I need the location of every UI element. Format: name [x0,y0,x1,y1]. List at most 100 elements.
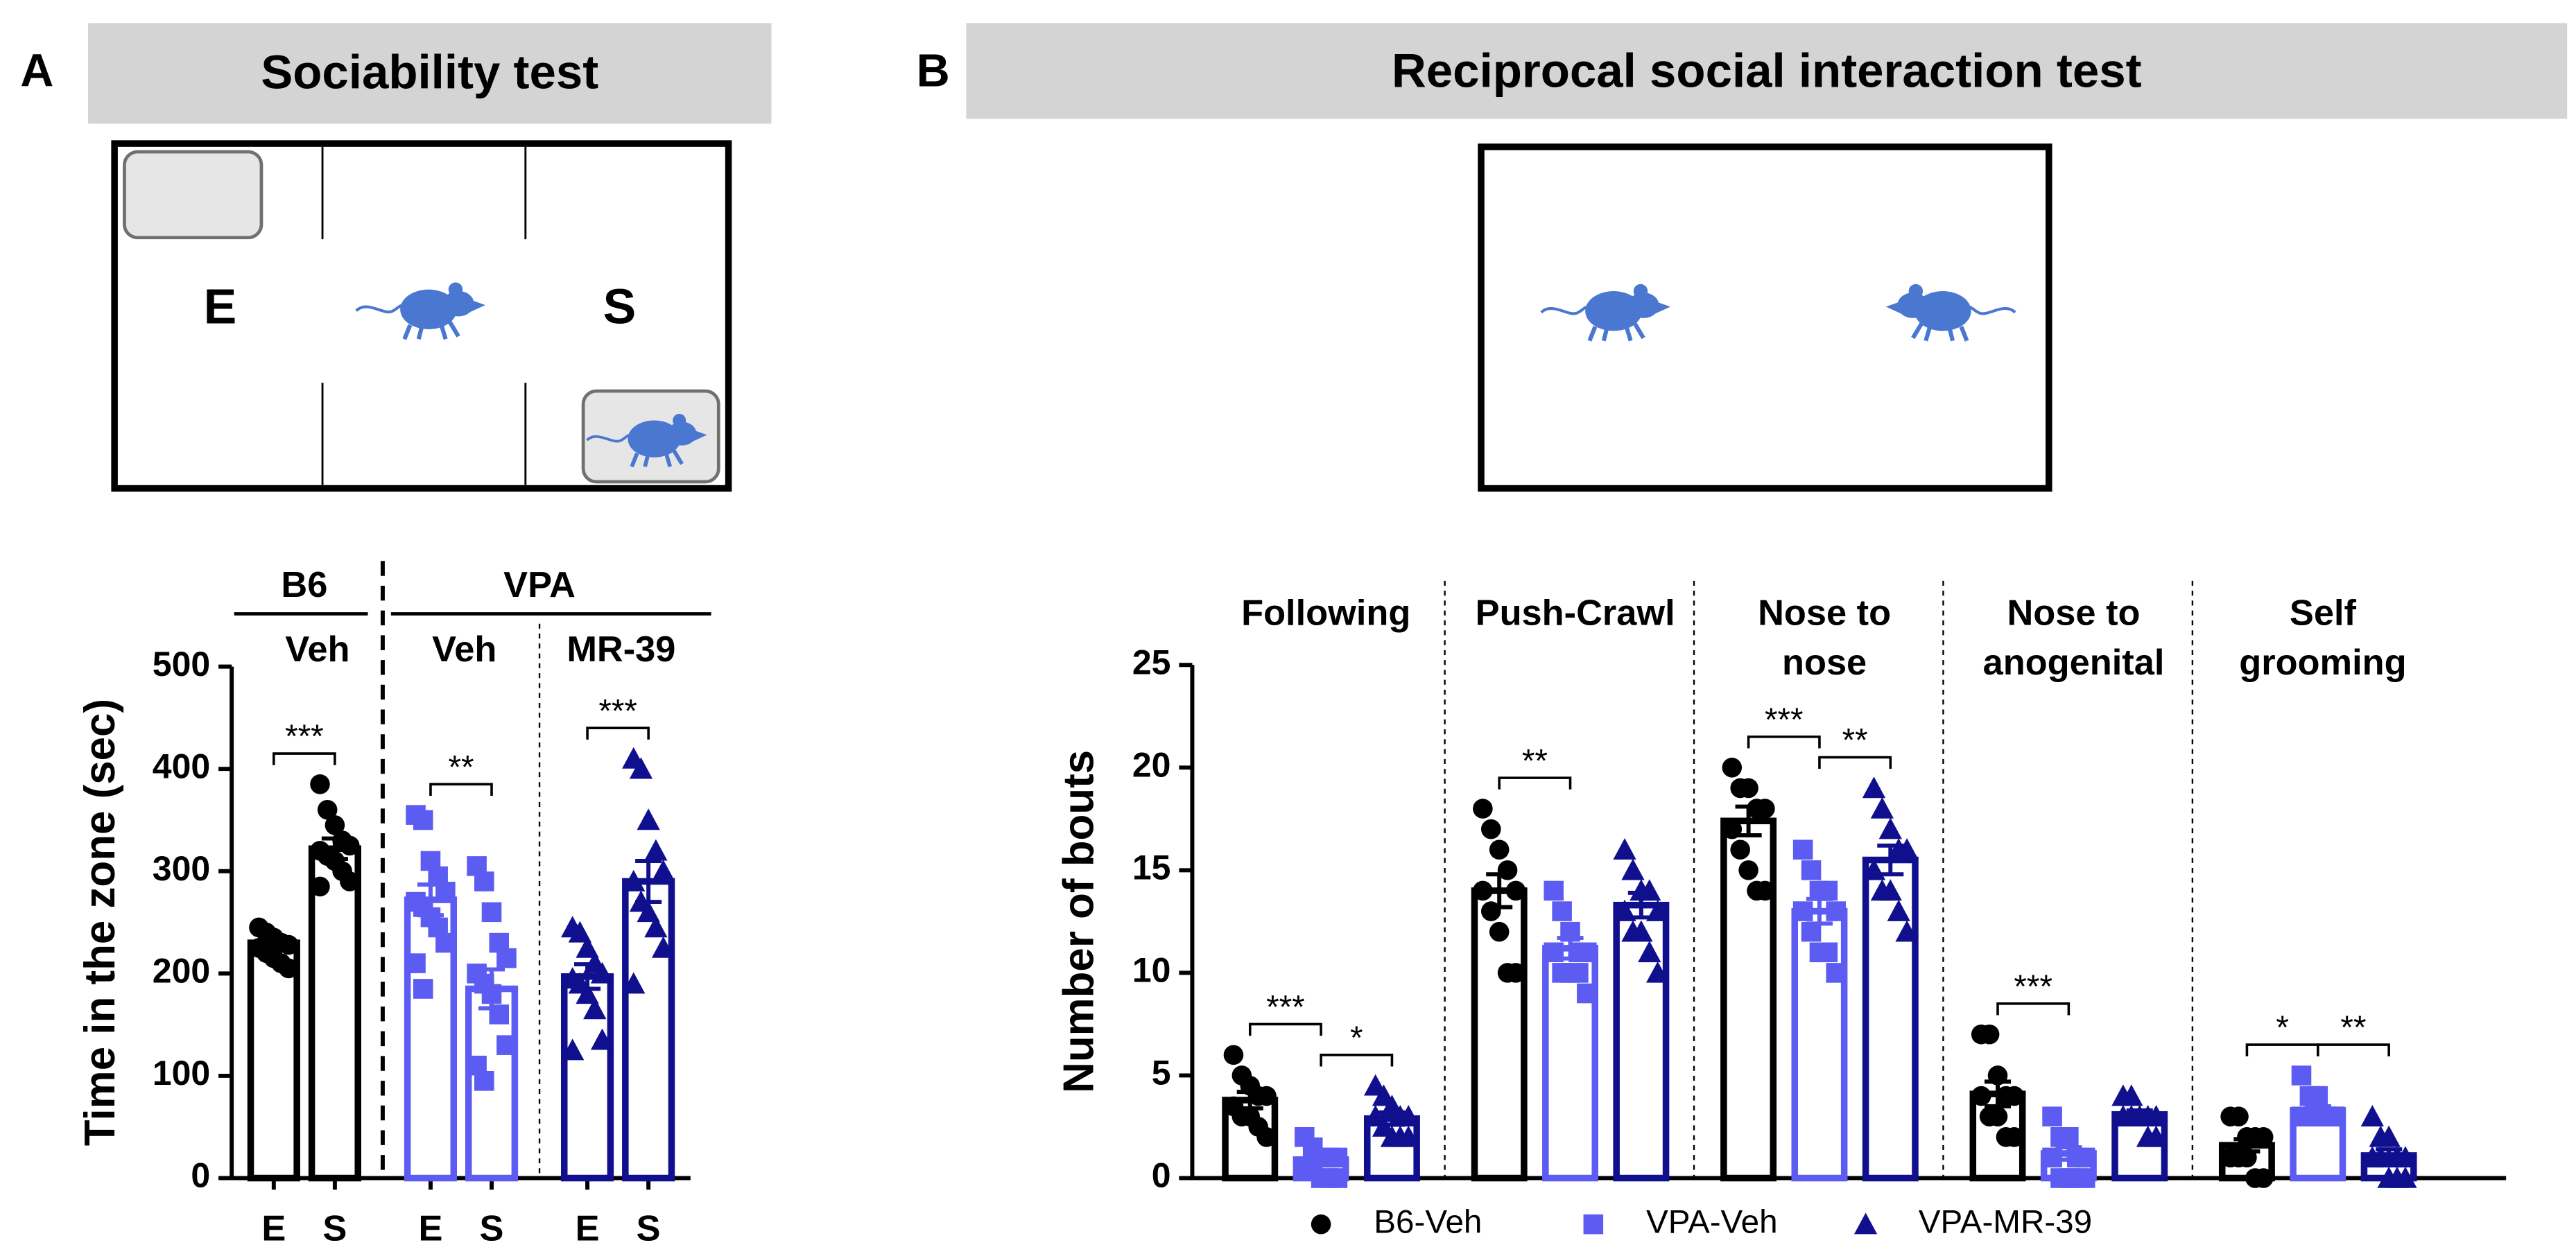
data-point [1870,796,1894,819]
y-axis-label: Number of bouts [1055,750,1103,1093]
data-point [496,1035,517,1055]
data-point [1568,963,1589,983]
significance-bracket [1996,1002,2071,1016]
data-point [2075,1147,2095,1168]
mouse [1886,284,2015,341]
data-point [1397,1125,1420,1147]
significance-label: *** [598,693,637,729]
data-point [2128,1105,2152,1126]
mouse [1541,284,1670,341]
category-label: grooming [2239,643,2406,683]
data-point [435,882,456,902]
data-point [474,871,494,891]
subgroup-label: Veh [432,629,496,670]
data-point [2253,1127,2274,1147]
data-point [2253,1168,2274,1188]
data-point [2144,1125,2168,1147]
group-label: VPA [503,565,576,605]
panel-label: B [917,46,950,97]
data-point [637,808,660,830]
data-point [1480,901,1501,921]
data-point [1505,880,1526,901]
data-point [637,900,660,923]
significance-label: * [2276,1009,2289,1046]
significance-bracket [2316,1043,2390,1056]
data-point [1971,1086,1991,1106]
legend-label: B6-Veh [1374,1204,1482,1241]
subgroup-label: MR-39 [567,629,675,670]
group-label: B6 [281,565,327,605]
significance-label: *** [1266,989,1305,1026]
y-tick-label: 0 [191,1156,210,1195]
significance-label: ** [2340,1009,2366,1046]
bar [1613,901,1670,1182]
significance-label: *** [1765,702,1804,738]
y-tick-label: 15 [1132,848,1171,887]
x-tick-label: E [261,1209,286,1249]
data-point [576,982,599,1004]
data-point [1577,942,1597,963]
data-point [1646,961,1670,983]
data-point [435,932,456,953]
data-point [1497,860,1518,880]
significance-label: ** [1522,742,1548,779]
legend-marker [1583,1214,1604,1235]
data-point [340,871,360,891]
data-point [474,1071,494,1091]
data-point [1895,920,1919,942]
data-point [1552,901,1572,921]
significance-bracket [1320,1054,1394,1067]
data-point [1327,1168,1348,1188]
data-point [1577,983,1597,1004]
y-tick-label: 10 [1132,951,1171,990]
data-point [644,916,668,938]
bar [308,845,361,1182]
x-tick-label: S [637,1209,661,1249]
subgroup-label: Veh [285,629,349,670]
data-point [481,902,502,923]
category-label: anogenital [1983,643,2165,683]
data-point [1987,1065,2008,1086]
data-point [651,936,675,958]
panel-header: Reciprocal social interaction test [1392,44,2142,97]
test-mouse [356,282,485,339]
data-point [1544,880,1564,901]
data-point [1613,838,1636,860]
data-point [413,810,433,830]
data-point [1722,758,1743,778]
x-tick-label: E [418,1209,442,1249]
data-point [644,839,668,861]
data-point [2144,1105,2168,1126]
data-point [2394,1146,2417,1168]
data-point [2360,1105,2384,1126]
data-point [1738,778,1758,799]
data-point [590,961,614,984]
data-point [651,860,675,882]
zone-label: S [603,279,637,334]
data-point [590,1028,614,1050]
data-point [1979,1024,2000,1045]
data-point [2042,1147,2062,1168]
category-label: Push-Crawl [1476,593,1675,634]
legend-marker [1853,1212,1878,1235]
data-point [1473,880,1493,901]
y-axis-label: Time in the zone (sec) [76,699,124,1146]
data-point [1738,860,1758,880]
data-point [1327,1147,1348,1168]
y-tick-label: 400 [153,747,210,785]
empty-cage [123,150,263,240]
significance-bracket [1248,1022,1322,1036]
significance-bracket [586,726,650,740]
data-point [568,921,592,943]
significance-label: *** [2014,968,2052,1005]
y-tick-label: 200 [153,952,210,991]
data-point [325,815,345,835]
data-point [1792,901,1813,921]
data-point [1638,879,1661,901]
data-point [2120,1084,2143,1106]
header-band [966,23,2568,119]
data-point [1826,963,1847,983]
data-point [1505,963,1526,983]
data-point [1755,880,1775,901]
x-tick-label: S [322,1209,347,1249]
